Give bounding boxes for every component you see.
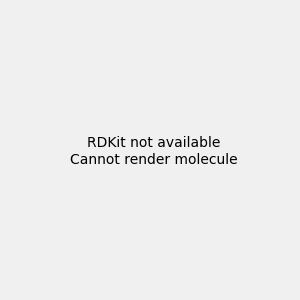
Text: RDKit not available
Cannot render molecule: RDKit not available Cannot render molecu… <box>70 136 238 166</box>
